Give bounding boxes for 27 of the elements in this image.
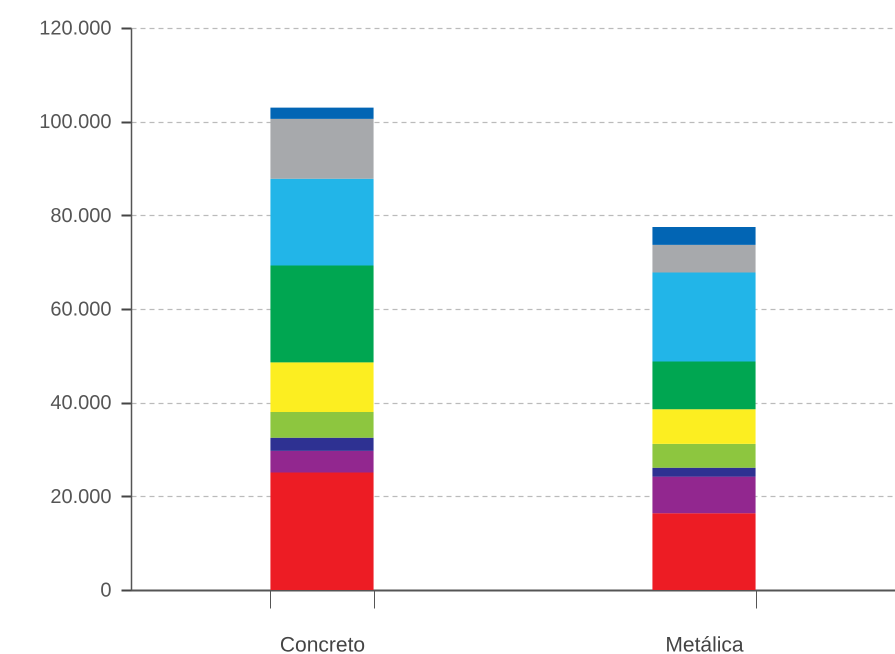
y-tick-label: 80.000: [50, 204, 112, 227]
bar: [652, 244, 756, 272]
bar: [270, 178, 374, 266]
x-tick-label: Metálica: [665, 634, 744, 654]
bar: [270, 450, 374, 472]
y-tick-label: 40.000: [50, 392, 112, 414]
bar: [270, 265, 374, 362]
bar: [652, 444, 756, 468]
bar: [652, 468, 756, 477]
y-tick-label: 20.000: [50, 486, 112, 508]
y-tick-label: 120.000: [39, 18, 112, 40]
bar: [652, 409, 756, 444]
bar: [652, 513, 756, 590]
bar: [270, 438, 374, 451]
bar: [270, 362, 374, 412]
bar: [270, 412, 374, 438]
bar: [270, 118, 374, 179]
bar: [652, 227, 756, 245]
y-tick-label: 60.000: [50, 298, 112, 320]
bar: [270, 472, 374, 590]
y-tick-label: 0: [100, 580, 112, 602]
bar: [652, 476, 756, 514]
bar: [652, 272, 756, 362]
bar: [270, 108, 374, 119]
y-tick-label: 100.000: [39, 111, 112, 134]
x-tick-label: Concreto: [280, 634, 366, 654]
bar: [652, 361, 756, 410]
